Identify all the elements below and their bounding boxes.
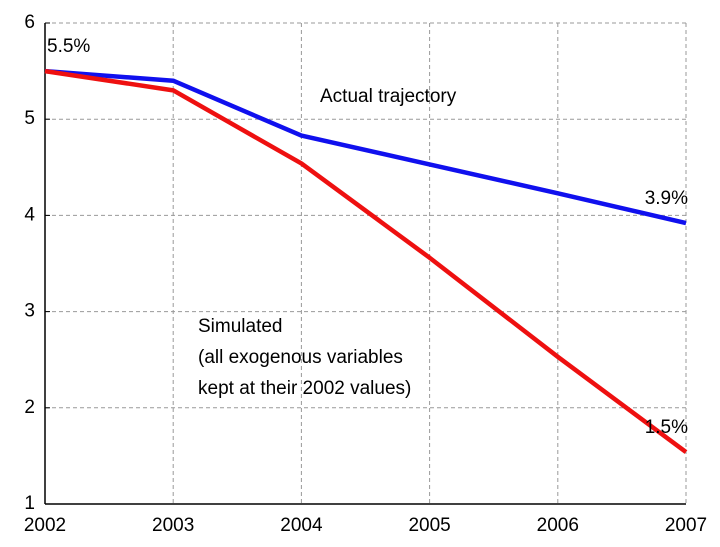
value-label: 3.9% <box>645 188 688 209</box>
value-label: 1.5% <box>645 417 688 438</box>
x-tick-label: 2004 <box>280 515 323 536</box>
series-line <box>44 68 688 454</box>
series-note: (all exogenous variables <box>198 347 403 368</box>
x-tick-label: 2007 <box>665 515 707 536</box>
x-tick-label: 2006 <box>537 515 579 536</box>
y-tick-label: 5 <box>24 108 35 129</box>
series-label: Actual trajectory <box>320 86 457 107</box>
x-tick-label: 2002 <box>24 515 66 536</box>
value-label: 5.5% <box>47 36 90 57</box>
y-tick-label: 3 <box>24 301 35 322</box>
series-label: Simulated <box>198 316 283 337</box>
x-tick-label: 2003 <box>152 515 194 536</box>
series-note: kept at their 2002 values) <box>198 378 411 399</box>
y-tick-label: 4 <box>24 204 35 225</box>
series-line <box>44 68 687 226</box>
y-tick-label: 2 <box>24 397 35 418</box>
y-tick-label: 6 <box>24 12 35 33</box>
y-tick-label: 1 <box>24 493 35 514</box>
x-tick-label: 2005 <box>408 515 450 536</box>
